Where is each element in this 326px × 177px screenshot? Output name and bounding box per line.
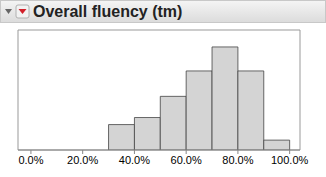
svg-text:20.0%: 20.0% (67, 154, 98, 166)
svg-text:0.0%: 0.0% (18, 154, 43, 166)
html-text:Overall fluency (tm): Overall fluency (tm) (33, 3, 183, 20)
svg-text:80.0%: 80.0% (222, 154, 253, 166)
svg-text:100.0%: 100.0% (271, 154, 309, 166)
svg-text:60.0%: 60.0% (171, 154, 202, 166)
svg-text:40.0%: 40.0% (119, 154, 150, 166)
